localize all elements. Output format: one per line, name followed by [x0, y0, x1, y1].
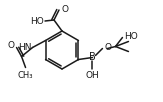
Text: HO: HO	[30, 17, 44, 26]
Text: O: O	[61, 4, 68, 13]
Text: HN: HN	[18, 43, 32, 52]
Text: OH: OH	[86, 72, 99, 80]
Text: HO: HO	[125, 32, 138, 41]
Text: CH₃: CH₃	[18, 70, 33, 79]
Text: O: O	[104, 43, 111, 52]
Text: B: B	[89, 53, 96, 63]
Text: O: O	[7, 41, 15, 50]
